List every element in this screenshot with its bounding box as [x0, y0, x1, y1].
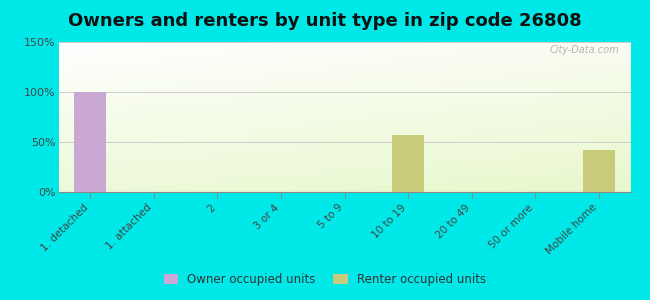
Bar: [392, 135, 424, 192]
Legend: Owner occupied units, Renter occupied units: Owner occupied units, Renter occupied un…: [159, 269, 491, 291]
Text: City-Data.com: City-Data.com: [549, 45, 619, 55]
Bar: [74, 92, 106, 192]
Bar: [583, 150, 615, 192]
Text: Owners and renters by unit type in zip code 26808: Owners and renters by unit type in zip c…: [68, 12, 582, 30]
